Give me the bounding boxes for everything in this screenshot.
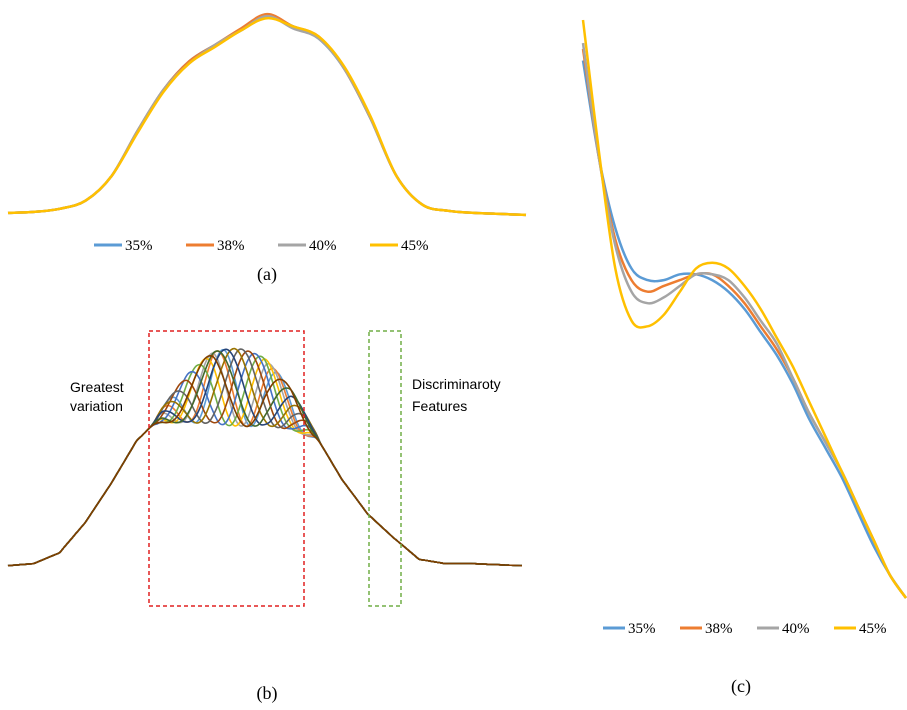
- series-line-35pct: [581, 60, 907, 599]
- series-line-35pct: [7, 14, 527, 217]
- legend-label-38pct: 38%: [217, 238, 245, 254]
- series-line-45pct: [581, 19, 907, 599]
- legend-label-35pct: 35%: [628, 621, 656, 637]
- annotation-greatest-variation: Greatest variation: [70, 379, 128, 414]
- caption-a: (a): [257, 264, 277, 285]
- legend-c: 35% 38% 40% 45%: [603, 621, 887, 637]
- panel-b: [7, 347, 523, 567]
- series-line-40pct: [7, 14, 527, 217]
- discriminatory-features-box: [368, 330, 402, 607]
- legend-label-35pct: 35%: [125, 238, 153, 254]
- annotation-discriminatory-features: Discriminaroty Features: [412, 376, 505, 414]
- spectrum-line-12: [7, 355, 523, 567]
- legend-label-40pct: 40%: [309, 238, 337, 254]
- legend-label-38pct: 38%: [705, 621, 733, 637]
- legend-a: 35% 38% 40% 45%: [94, 238, 429, 254]
- series-line-38pct: [581, 48, 907, 599]
- legend-label-45pct: 45%: [859, 621, 887, 637]
- series-line-45pct: [7, 16, 527, 217]
- panel-a: [7, 12, 527, 217]
- legend-label-45pct: 45%: [401, 238, 429, 254]
- greatest-variation-box: [148, 330, 305, 607]
- caption-b: (b): [257, 683, 278, 704]
- panel-c: [581, 19, 907, 599]
- legend-label-40pct: 40%: [782, 621, 810, 637]
- caption-c: (c): [731, 676, 751, 697]
- series-line-38pct: [7, 12, 527, 217]
